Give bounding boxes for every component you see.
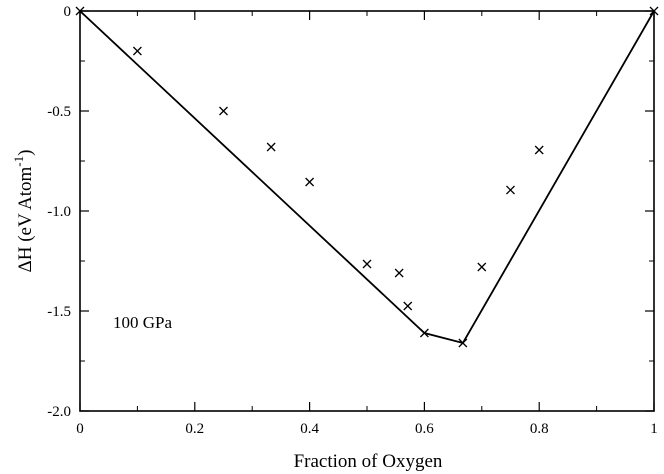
data-point-marker <box>419 328 429 338</box>
data-point-marker <box>458 338 468 348</box>
x-tick-label: 0.8 <box>530 421 549 437</box>
data-point-marker <box>534 145 544 155</box>
data-point-marker <box>394 268 404 278</box>
pressure-annotation: 100 GPa <box>113 313 172 332</box>
data-point-marker <box>132 46 142 56</box>
data-point-marker <box>362 259 372 269</box>
data-point-marker <box>649 6 659 16</box>
data-point-marker <box>266 142 276 152</box>
x-axis-title: Fraction of Oxygen <box>294 451 443 472</box>
y-axis-title-superscript: -1 <box>11 156 26 167</box>
y-tick-label: -1.0 <box>47 204 71 220</box>
y-axis-title-main: ΔH (eV Atom <box>15 166 36 272</box>
y-axis-title: ΔH (eV Atom-1) <box>11 150 36 273</box>
x-tick-label: 0.4 <box>300 421 319 437</box>
data-point-marker <box>75 6 85 16</box>
y-tick-label: -1.5 <box>47 304 71 320</box>
x-tick-label: 0.6 <box>415 421 434 437</box>
convex-hull-line <box>79 10 655 345</box>
y-tick-label: 0 <box>64 4 72 20</box>
x-tick-label: 0.2 <box>185 421 204 437</box>
data-point-marker <box>477 262 487 272</box>
y-tick-label: -0.5 <box>47 104 71 120</box>
data-point-marker <box>219 106 228 116</box>
data-point-marker <box>403 301 413 311</box>
data-point-marker <box>305 177 315 187</box>
data-point-marker <box>506 185 515 195</box>
x-tick-label: 1 <box>650 421 658 437</box>
y-axis-title-close: ) <box>15 150 36 156</box>
y-tick-label: -2.0 <box>47 404 71 420</box>
x-tick-label: 0 <box>76 421 84 437</box>
plot-area: 0 0.2 0.4 0.6 0.8 1 0 -0.5 -1.0 -1.5 -2.0 <box>47 4 659 437</box>
plot-frame <box>79 10 655 412</box>
